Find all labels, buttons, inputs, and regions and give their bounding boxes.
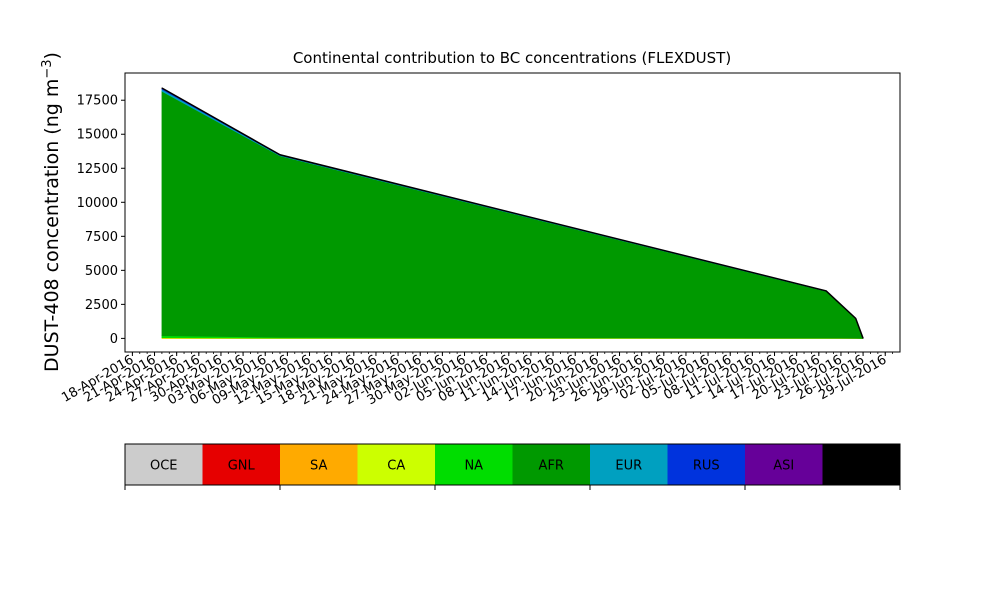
y-axis-label-close: ) (41, 52, 63, 59)
y-tick-label: 12500 (77, 162, 118, 177)
y-tick-label: 5000 (85, 264, 118, 279)
colorbar-swatch-ca (357, 444, 436, 485)
y-axis-label: DUST-408 concentration (ng m−3) (40, 52, 64, 372)
y-tick-label: 0 (110, 332, 118, 347)
colorbar-label-afr: AFR (539, 459, 564, 474)
colorbar-swatch-eur (590, 444, 668, 485)
y-axis: 0 2500 5000 7500 10000 12500 15000 17500 (77, 94, 125, 347)
colorbar-swatch-aus (822, 444, 901, 485)
colorbar-label-ca: CA (387, 459, 405, 474)
total-outline (161, 87, 864, 339)
y-tick-label: 15000 (77, 128, 118, 143)
colorbar-swatch-gnl (202, 444, 281, 485)
colorbar-label-sa: SA (310, 459, 327, 474)
y-axis-label-exponent: −3 (40, 59, 55, 78)
chart-title: Continental contribution to BC concentra… (293, 49, 731, 67)
y-tick-label: 2500 (85, 298, 118, 313)
y-tick-label: 7500 (85, 230, 118, 245)
colorbar-swatch-sa (280, 444, 358, 485)
colorbar-label-aus: AUS (848, 459, 875, 474)
colorbar-swatch-oce (125, 444, 203, 485)
colorbar-label-eur: EUR (615, 459, 642, 474)
y-tick-label: 10000 (77, 196, 118, 211)
stacked-areas (161, 87, 864, 339)
colorbar: OCE GNL SA CA NA AFR EUR RUS ASI AUS (124, 443, 901, 490)
y-tick-label: 17500 (77, 94, 118, 109)
colorbar-swatch-asi (745, 444, 823, 485)
colorbar-label-oce: OCE (150, 459, 178, 474)
colorbar-swatch-afr (512, 444, 591, 485)
colorbar-label-gnl: GNL (228, 459, 256, 474)
colorbar-swatch-na (435, 444, 513, 485)
colorbar-label-rus: RUS (693, 459, 720, 474)
colorbar-frame (124, 443, 901, 486)
y-axis-label-main: DUST-408 concentration (ng m (41, 79, 63, 372)
plot-frame (124, 72, 901, 353)
colorbar-label-na: NA (464, 459, 483, 474)
colorbar-swatch-rus (667, 444, 746, 485)
colorbar-label-asi: ASI (773, 459, 794, 474)
